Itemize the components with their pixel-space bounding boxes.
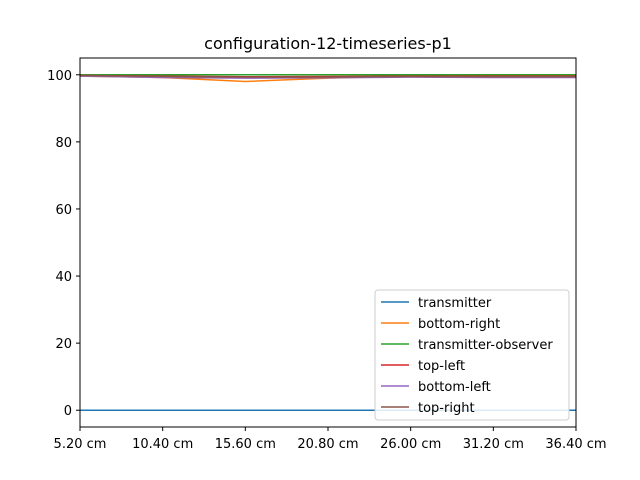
x-tick-label: 36.40 cm: [545, 437, 606, 452]
legend-label: transmitter-observer: [418, 338, 553, 353]
legend-box: [374, 289, 570, 421]
y-tick-label: 80: [55, 136, 72, 151]
legend-label: bottom-left: [418, 380, 491, 395]
x-tick-label: 15.60 cm: [215, 437, 276, 452]
x-tick-label: 26.00 cm: [380, 437, 441, 452]
x-tick-label: 10.40 cm: [132, 437, 193, 452]
legend-label: top-right: [418, 401, 475, 416]
legend-label: transmitter: [418, 296, 492, 311]
legend-label: top-left: [418, 359, 465, 374]
legend-label: bottom-right: [418, 317, 500, 332]
legend: transmitter bottom-right transmitter-obser…: [374, 289, 570, 421]
x-tick-label: 31.20 cm: [463, 437, 524, 452]
x-tick-label: 20.80 cm: [297, 437, 358, 452]
y-tick-label: 60: [55, 203, 72, 218]
x-tick-label: 5.20 cm: [54, 437, 107, 452]
axes-layer: 0 20 40 60 80 100 5.20 cm 10.40 cm 15.60 cm 20.80…: [47, 69, 606, 452]
plot-frame: [79, 57, 577, 428]
y-tick-label: 0: [64, 404, 72, 419]
y-tick-label: 100: [47, 69, 72, 84]
y-tick-label: 40: [55, 270, 72, 285]
y-tick-label: 20: [55, 337, 72, 352]
series-line-top-right: [79, 74, 576, 78]
chart-title: configuration-12-timeseries-p1: [204, 34, 452, 53]
series-layer: [79, 74, 576, 411]
